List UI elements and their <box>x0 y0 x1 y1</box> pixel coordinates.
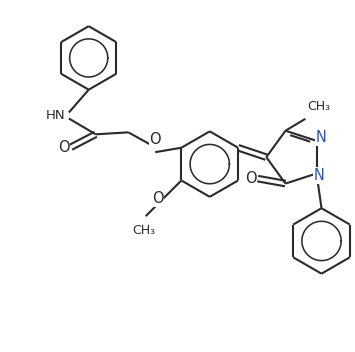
Text: N: N <box>316 130 327 145</box>
Text: CH₃: CH₃ <box>132 224 155 237</box>
Text: HN: HN <box>46 109 66 122</box>
Text: O: O <box>245 171 257 186</box>
Text: N: N <box>314 168 325 183</box>
Text: CH₃: CH₃ <box>307 100 331 113</box>
Text: O: O <box>152 191 163 206</box>
Text: O: O <box>58 140 70 155</box>
Text: O: O <box>149 132 161 147</box>
